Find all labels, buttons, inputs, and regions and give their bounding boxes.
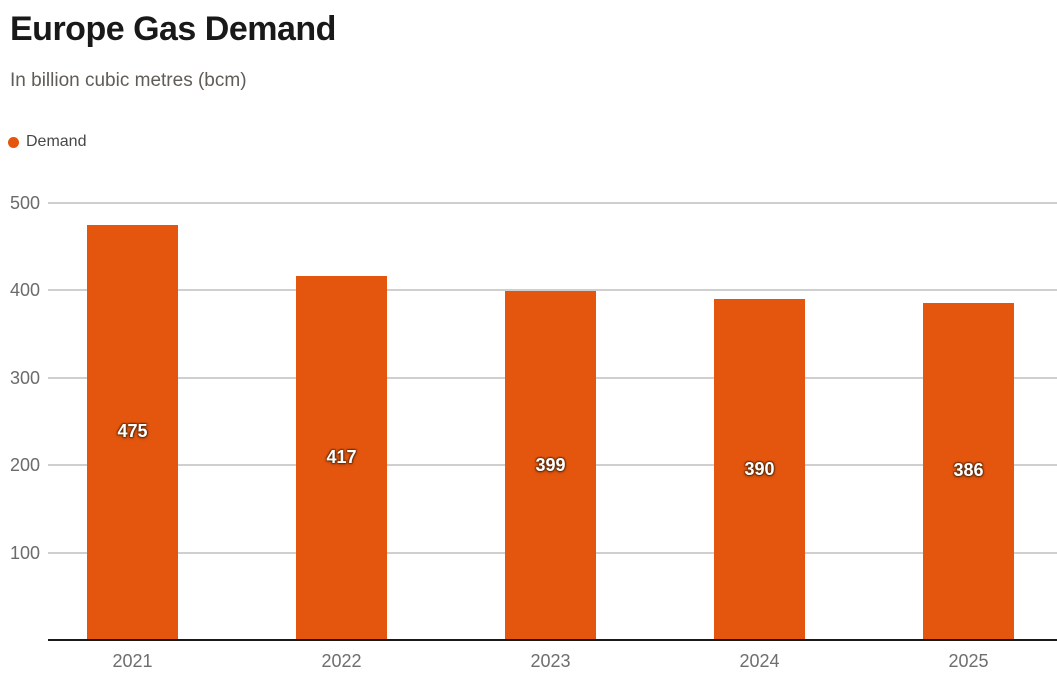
bar-value-label-2022: 417 — [326, 446, 357, 467]
x-axis-line — [48, 639, 1057, 641]
y-axis-tick-label-400: 400 — [10, 280, 41, 301]
x-axis-tick-label-2023: 2023 — [530, 651, 571, 671]
x-axis-tick-label-2025: 2025 — [948, 651, 989, 671]
bar-2023: 399 — [505, 291, 596, 640]
chart-subtitle: In billion cubic metres (bcm) — [10, 70, 247, 91]
x-axis-tick-label-2024: 2024 — [739, 651, 780, 671]
legend-dot-icon — [8, 136, 19, 148]
legend: Demand — [8, 133, 86, 151]
bar-2021: 475 — [87, 224, 178, 640]
x-axis-tick-label-2022: 2022 — [321, 651, 362, 671]
gridline-500 — [48, 202, 1057, 204]
bar-2022: 417 — [296, 275, 387, 640]
bar-2025: 386 — [923, 302, 1014, 640]
bar-2024: 390 — [714, 299, 805, 640]
page-title: Europe Gas Demand — [10, 10, 336, 48]
y-axis-tick-label-100: 100 — [10, 542, 41, 563]
gridline-400 — [48, 289, 1057, 292]
legend-label: Demand — [26, 133, 87, 150]
y-axis-tick-label-300: 300 — [10, 367, 41, 388]
y-axis-tick-label-500: 500 — [10, 193, 41, 213]
y-axis-tick-label-200: 200 — [10, 455, 41, 476]
x-axis-tick-label-2021: 2021 — [112, 651, 153, 671]
bar-value-label-2023: 399 — [535, 454, 566, 475]
bar-value-label-2021: 475 — [117, 421, 148, 442]
bar-value-label-2024: 390 — [744, 458, 775, 479]
bar-value-label-2025: 386 — [953, 460, 984, 481]
